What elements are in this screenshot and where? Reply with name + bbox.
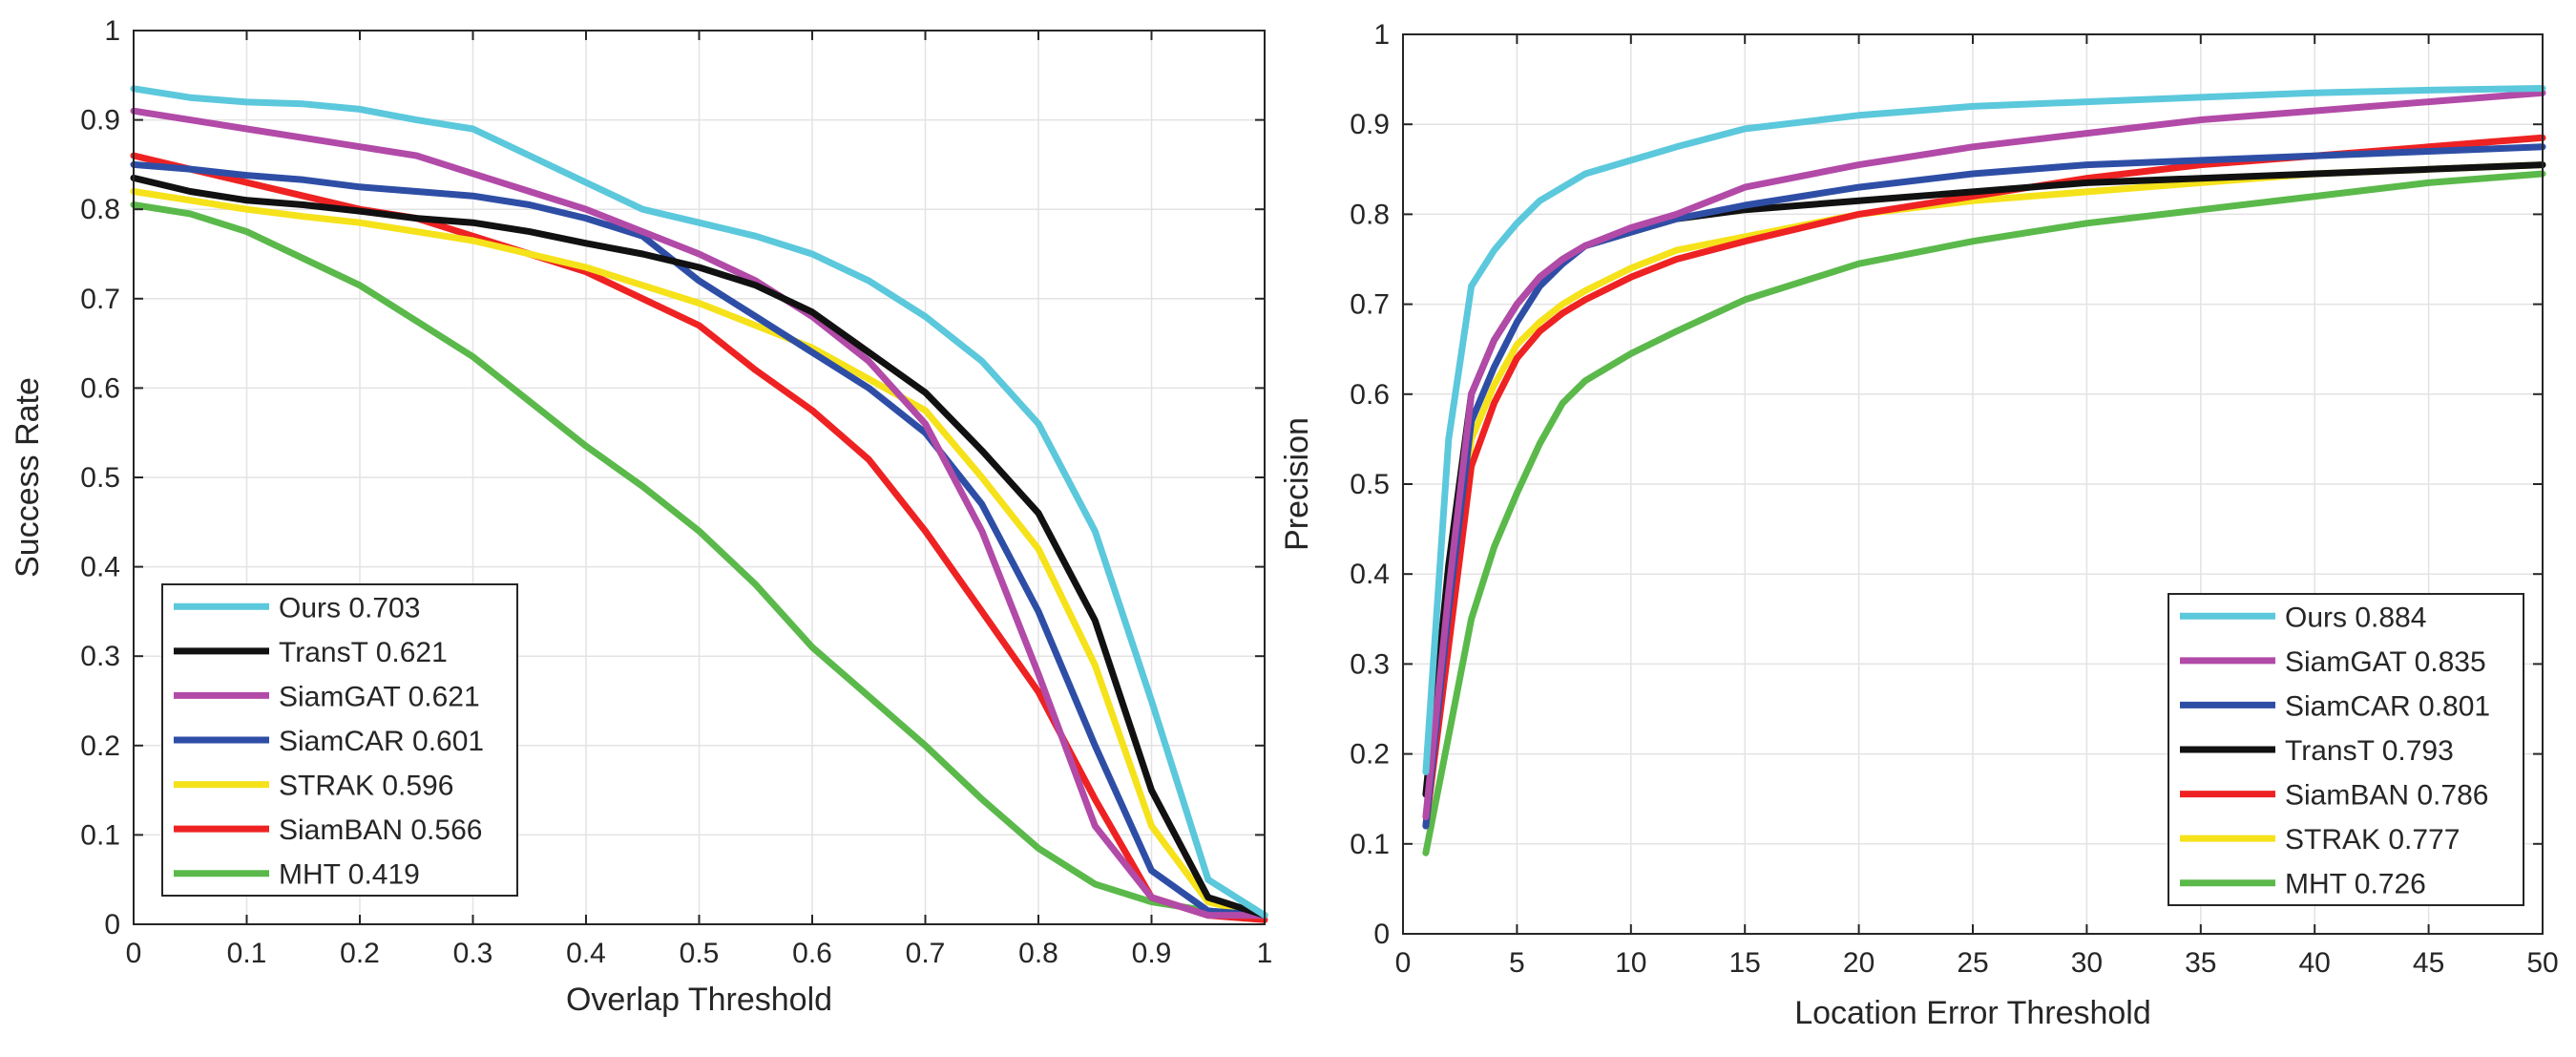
x-tick-label: 35 — [2185, 947, 2216, 979]
legend-label-strak: STRAK 0.777 — [2285, 824, 2460, 856]
y-tick-label: 0.9 — [80, 105, 120, 137]
y-tick-label: 0.4 — [80, 552, 120, 583]
y-tick-label: 1 — [104, 15, 120, 47]
x-tick-label: 0.7 — [906, 938, 946, 969]
x-tick-label: 0.9 — [1132, 938, 1172, 969]
y-tick-label: 0.2 — [1350, 739, 1390, 771]
y-tick-label: 0.6 — [1350, 379, 1390, 411]
legend-label-transt: TransT 0.793 — [2285, 735, 2454, 767]
x-tick-label: 50 — [2526, 947, 2558, 979]
x-tick-label: 20 — [1843, 947, 1874, 979]
x-tick-label: 45 — [2413, 947, 2444, 979]
legend-label-ours: Ours 0.703 — [279, 592, 420, 624]
series-line-transt — [130, 174, 1268, 920]
series-line-strak — [1422, 161, 2546, 820]
series-line-strak — [130, 188, 1268, 920]
x-tick-label: 0.6 — [792, 938, 832, 969]
series-line-siamban — [130, 152, 1268, 923]
x-tick-label: 15 — [1729, 947, 1761, 979]
x-tick-label: 30 — [2071, 947, 2103, 979]
x-tick-label: 0.2 — [340, 938, 380, 969]
x-tick-label: 5 — [1509, 947, 1525, 979]
y-axis-label: Precision — [1279, 417, 1315, 551]
series-line-ours — [130, 85, 1268, 920]
y-tick-label: 0.7 — [1350, 289, 1390, 321]
series-line-mht — [1422, 170, 2546, 856]
legend-label-siamcar: SiamCAR 0.601 — [279, 726, 484, 757]
chart-precision: 0 5 10 15 20 25 30 35 40 45 50 0 0.1 0.2 0.3 0.4 0.5 0.6 0… — [1279, 19, 2559, 1031]
y-tick-label: 0 — [1373, 919, 1390, 950]
legend-label-transt: TransT 0.621 — [279, 637, 448, 668]
x-tick-label: 10 — [1615, 947, 1646, 979]
x-tick-label: 0 — [1395, 947, 1412, 979]
legend-label-siamgat: SiamGAT 0.835 — [2285, 646, 2486, 678]
y-tick-label: 0.2 — [80, 730, 120, 762]
x-tick-label: 0.8 — [1018, 938, 1058, 969]
x-tick-label: 0.5 — [680, 938, 720, 969]
series-line-siamban — [1422, 134, 2546, 830]
y-tick-label: 0.8 — [80, 194, 120, 225]
legend-label-mht: MHT 0.726 — [2285, 869, 2426, 900]
x-tick-label: 0.4 — [566, 938, 606, 969]
x-axis-label: Location Error Threshold — [1794, 995, 2151, 1031]
legend-label-ours: Ours 0.884 — [2285, 602, 2426, 633]
series-line-mht — [130, 201, 1268, 920]
x-axis-label: Overlap Threshold — [566, 982, 832, 1018]
x-tick-label: 0.1 — [227, 938, 267, 969]
legend-label-siamgat: SiamGAT 0.621 — [279, 681, 480, 712]
legend-label-siamban: SiamBAN 0.786 — [2285, 780, 2488, 812]
y-tick-label: 0.1 — [80, 819, 120, 851]
legend-label-mht: MHT 0.419 — [279, 859, 420, 891]
y-tick-label: 0.4 — [1350, 559, 1390, 590]
y-tick-label: 0.6 — [80, 372, 120, 404]
y-axis-label: Success Rate — [10, 377, 46, 578]
legend: Ours 0.703 TransT 0.621 SiamGAT 0.621 SiamC… — [161, 583, 518, 897]
x-tick-label: 25 — [1957, 947, 1988, 979]
y-tick-label: 1 — [1373, 19, 1390, 51]
x-tick-label: 0.3 — [453, 938, 493, 969]
y-tick-label: 0 — [104, 909, 120, 941]
series-line-siamcar — [1422, 143, 2546, 830]
y-tick-label: 0.3 — [1350, 648, 1390, 680]
y-tick-label: 0.7 — [80, 284, 120, 315]
y-tick-label: 0.1 — [1350, 829, 1390, 860]
x-tick-label: 40 — [2299, 947, 2331, 979]
chart-success: 0 0.1 0.2 0.3 0.4 0.5 0.6 0.7 0.8 0.9 1 0 0.1 0.2 0.3 0… — [10, 15, 1272, 1018]
legend-label-siamban: SiamBAN 0.566 — [279, 814, 482, 846]
legend-label-strak: STRAK 0.596 — [279, 771, 453, 802]
legend-label-siamcar: SiamCAR 0.801 — [2285, 690, 2490, 722]
x-tick-label: 0 — [126, 938, 142, 969]
y-tick-label: 0.9 — [1350, 109, 1390, 140]
legend: Ours 0.884 SiamGAT 0.835 SiamCAR 0.801 Tran… — [2168, 593, 2524, 906]
y-tick-label: 0.8 — [1350, 199, 1390, 230]
series-line-siamgat — [130, 107, 1268, 920]
series-line-siamgat — [1422, 89, 2546, 820]
y-tick-label: 0.5 — [80, 462, 120, 494]
x-tick-label: 1 — [1257, 938, 1273, 969]
y-tick-label: 0.5 — [1350, 469, 1390, 500]
y-tick-label: 0.3 — [80, 641, 120, 672]
series-line-ours — [1422, 85, 2546, 775]
series-line-siamcar — [130, 160, 1268, 920]
